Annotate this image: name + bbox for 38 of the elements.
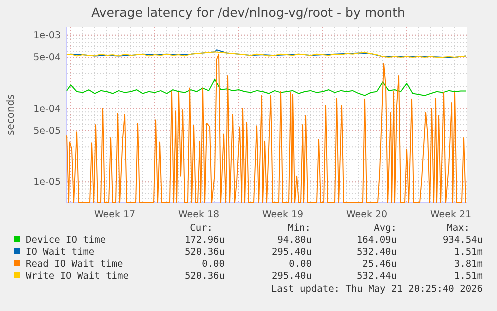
- text: Max:: [447, 223, 470, 234]
- y-tick-label: 1e-04: [34, 104, 61, 115]
- text: Min:: [288, 223, 311, 234]
- text: Last update: Thu May 21 20:25:40 2026: [271, 284, 484, 295]
- y-tick-label: 1e-03: [34, 30, 61, 42]
- text: 295.40u: [272, 247, 312, 258]
- text: 532.40u: [356, 247, 397, 258]
- text: 3.81m: [454, 259, 484, 270]
- legend-label: Read IO Wait time: [26, 259, 124, 270]
- text: 164.09u: [356, 235, 397, 246]
- text: 532.44u: [356, 271, 397, 282]
- text: 1.51m: [454, 271, 484, 282]
- text: 520.36u: [184, 271, 225, 282]
- legend-label: IO Wait time: [26, 247, 95, 258]
- text: 0.00: [202, 259, 226, 270]
- text: Avg:: [374, 223, 397, 234]
- text: 0.00: [289, 259, 312, 270]
- legend-label: Device IO time: [26, 235, 106, 246]
- y-tick-label: 5e-04: [34, 52, 61, 64]
- text: 934.54u: [442, 235, 483, 246]
- text: 295.40u: [272, 271, 312, 282]
- x-tick-label: Week 19: [262, 210, 304, 221]
- x-tick-label: Week 17: [94, 210, 136, 221]
- y-tick-label: 5e-05: [34, 126, 61, 137]
- y-axis-title: seconds: [6, 94, 17, 136]
- text: 520.36u: [184, 247, 225, 258]
- text: Cur:: [190, 223, 213, 234]
- x-tick-label: Week 18: [178, 210, 220, 221]
- line-series: [66, 79, 466, 96]
- legend-label: Write IO Wait time: [26, 271, 130, 282]
- text: 25.46u: [362, 259, 397, 270]
- text: 1.51m: [454, 247, 484, 258]
- text: 172.96u: [184, 235, 225, 246]
- text: 94.80u: [278, 235, 312, 246]
- chart-title: Average latency for /dev/nlnog-vg/root - by month: [92, 5, 406, 20]
- y-tick-label: 1e-05: [34, 177, 61, 188]
- x-tick-label: Week 21: [430, 210, 472, 221]
- x-tick-label: Week 20: [346, 210, 388, 221]
